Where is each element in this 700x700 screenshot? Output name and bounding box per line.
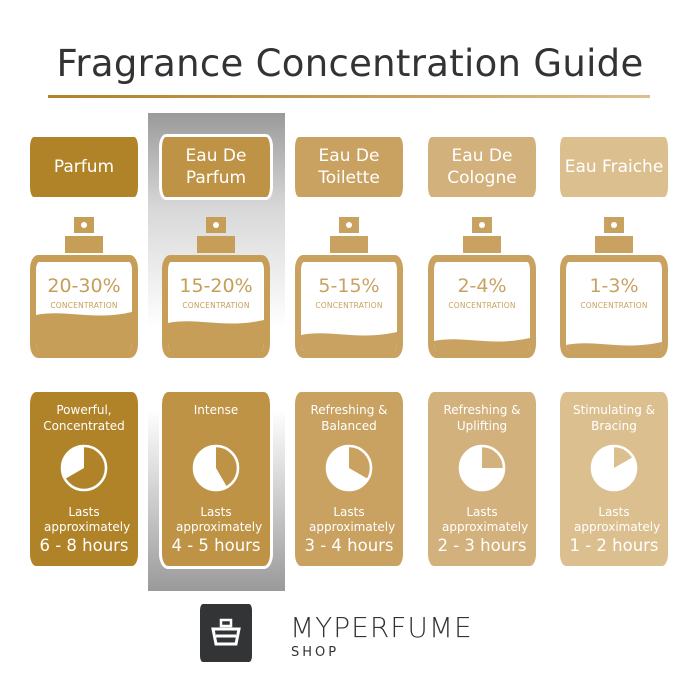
bottle-neck	[65, 236, 103, 253]
lasts-label: Lasts approximately	[44, 505, 131, 534]
lasts-label: Lasts approximately	[574, 505, 661, 534]
character-card: Powerful, Concentrated Lasts approximate…	[30, 392, 138, 566]
bottle-neck	[197, 236, 235, 253]
concentration-percent: 5-15%	[318, 275, 380, 297]
lasts-label: Lasts approximately	[176, 505, 263, 534]
brand-name: MYPERFUME	[290, 611, 473, 644]
bottle-body: 2-4% CONCENTRATION	[428, 255, 536, 358]
column-eau-fraiche: Eau Fraiche 1-3% CONCENTRATION Stimulati…	[548, 0, 680, 700]
character-text: Stimulating & Bracing	[572, 403, 656, 433]
lasts-label: Lasts approximately	[309, 505, 396, 534]
character-card: Stimulating & Bracing Lasts approximatel…	[560, 392, 668, 566]
liquid-level	[36, 312, 132, 351]
duration-clock-icon	[590, 444, 638, 492]
liquid-level	[434, 338, 530, 351]
title-divider	[48, 95, 650, 98]
bottle-cap	[472, 217, 492, 233]
column-eau-de-parfum: Eau De Parfum 15-20% CONCENTRATION Inten…	[150, 0, 282, 700]
header-3: Eau De Cologne	[428, 137, 536, 197]
duration-value: 6 - 8 hours	[39, 536, 129, 555]
header-0: Parfum	[30, 137, 138, 197]
character-text: Powerful, Concentrated	[43, 403, 125, 433]
duration-wedge	[216, 446, 238, 488]
concentration-percent: 1-3%	[589, 275, 639, 297]
duration-clock-icon	[325, 444, 373, 492]
bottle-neck	[330, 236, 368, 253]
concentration-label: CONCENTRATION	[182, 301, 250, 310]
liquid-level	[566, 342, 662, 351]
duration-clock-icon	[192, 444, 240, 492]
duration-clock-icon	[60, 444, 108, 492]
column-eau-de-toilette: Eau De Toilette 5-15% CONCENTRATION Refr…	[283, 0, 415, 700]
duration-wedge	[482, 446, 504, 468]
bottle-body: 1-3% CONCENTRATION	[560, 255, 668, 358]
bottle-neck	[463, 236, 501, 253]
concentration-label: CONCENTRATION	[315, 301, 383, 310]
bottle-body: 5-15% CONCENTRATION	[295, 255, 403, 358]
character-text: Refreshing & Balanced	[310, 403, 388, 433]
bottle-body: 20-30% CONCENTRATION	[30, 255, 138, 358]
character-card: Refreshing & Balanced Lasts approximatel…	[295, 392, 403, 566]
duration-value: 3 - 4 hours	[304, 536, 394, 555]
liquid-level	[168, 320, 264, 351]
bottle-cap	[339, 217, 359, 233]
duration-value: 1 - 2 hours	[569, 536, 659, 555]
concentration-label: CONCENTRATION	[448, 301, 516, 310]
header-2: Eau De Toilette	[295, 137, 403, 197]
concentration-percent: 20-30%	[47, 275, 121, 297]
character-card: Intense Lasts approximately 4 - 5 hours	[159, 389, 273, 569]
duration-wedge	[64, 446, 107, 490]
bottle-cap	[604, 217, 624, 233]
character-text: Refreshing & Uplifting	[443, 403, 521, 433]
bottle-body: 15-20% CONCENTRATION	[162, 255, 270, 358]
duration-clock-icon	[458, 444, 506, 492]
bottle-neck	[595, 236, 633, 253]
bottle-cap	[74, 217, 94, 233]
character-card: Refreshing & Uplifting Lasts approximate…	[428, 392, 536, 566]
character-text: Intense	[193, 403, 239, 417]
header-4: Eau Fraiche	[560, 137, 668, 197]
lasts-label: Lasts approximately	[442, 505, 529, 534]
duration-value: 4 - 5 hours	[171, 536, 261, 555]
header-1: Eau De Parfum	[159, 134, 273, 200]
duration-value: 2 - 3 hours	[437, 536, 527, 555]
bottle-cap	[206, 217, 226, 233]
page-title: Fragrance Concentration Guide	[56, 42, 644, 85]
column-eau-de-cologne: Eau De Cologne 2-4% CONCENTRATION Refres…	[416, 0, 548, 700]
column-parfum: Parfum 20-30% CONCENTRATION Powerful, Co…	[18, 0, 150, 700]
concentration-percent: 15-20%	[179, 275, 253, 297]
perfume-bottle-icon	[200, 604, 252, 662]
brand-subtitle: SHOP	[291, 645, 340, 660]
concentration-label: CONCENTRATION	[580, 301, 648, 310]
liquid-level	[301, 332, 397, 351]
concentration-label: CONCENTRATION	[50, 301, 118, 310]
concentration-percent: 2-4%	[457, 275, 507, 297]
